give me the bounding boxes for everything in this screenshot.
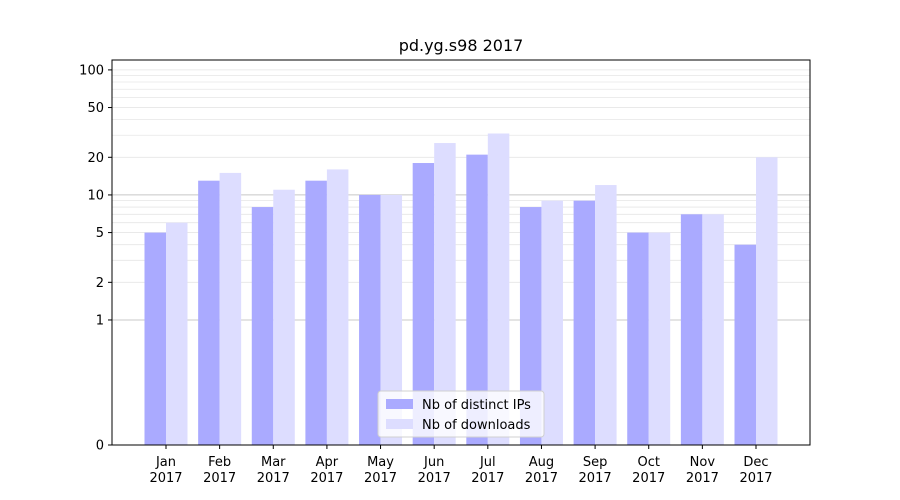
legend: Nb of distinct IPs Nb of downloads xyxy=(377,390,545,438)
y-tick-label: 10 xyxy=(87,188,104,203)
y-axis: 0 1 2 5 10 20 50 100 xyxy=(79,63,112,454)
bar-downloads xyxy=(166,222,188,445)
chart-title: pd.yg.s98 2017 xyxy=(399,36,524,55)
y-tick-label: 0 xyxy=(96,439,104,454)
x-axis: Jan 2017 Feb 2017 Mar 2017 Apr 2017 May 2017 Jun 20… xyxy=(149,445,773,486)
bar-distinct-ips xyxy=(412,163,435,445)
y-tick-label: 20 xyxy=(87,151,104,166)
plot-frame xyxy=(111,59,811,446)
x-tick-label: Apr 2017 xyxy=(310,455,343,486)
bar-distinct-ips xyxy=(466,154,488,446)
bar-downloads xyxy=(487,133,510,445)
bar-distinct-ips xyxy=(734,244,756,445)
x-tick-label: Nov 2017 xyxy=(686,455,719,486)
legend-label: Nb of distinct IPs xyxy=(422,398,531,413)
y-tick-label: 5 xyxy=(96,226,104,241)
bar-distinct-ips xyxy=(680,214,703,445)
bar-downloads xyxy=(648,232,671,445)
bar-downloads xyxy=(541,200,563,445)
bar-downloads xyxy=(756,157,778,445)
y-tick-label: 50 xyxy=(87,101,104,116)
bars xyxy=(144,133,778,446)
bar-distinct-ips xyxy=(251,207,274,445)
x-tick-label: Jan 2017 xyxy=(149,455,182,486)
bar-downloads xyxy=(273,189,295,445)
x-tick-label: Feb 2017 xyxy=(203,455,236,486)
x-tick-label: Mar 2017 xyxy=(257,455,290,486)
x-tick-label: Aug 2017 xyxy=(525,455,558,486)
bar-downloads xyxy=(219,172,242,445)
bar-downloads xyxy=(595,185,617,445)
x-tick-label: Dec 2017 xyxy=(739,455,772,486)
y-tick-label: 1 xyxy=(96,313,104,328)
bar-distinct-ips xyxy=(573,200,596,445)
bar-downloads xyxy=(326,169,349,445)
bar-distinct-ips xyxy=(359,194,381,445)
bar-downloads xyxy=(380,194,403,445)
legend-swatch xyxy=(386,419,413,429)
x-tick-label: Oct 2017 xyxy=(632,455,665,486)
bar-distinct-ips xyxy=(519,207,542,445)
x-tick-label: Sep 2017 xyxy=(579,455,612,486)
x-tick-label: May 2017 xyxy=(364,455,397,486)
legend-swatch xyxy=(386,399,413,409)
x-tick-label: Jun 2017 xyxy=(418,455,451,486)
legend-box xyxy=(377,390,545,438)
bar-distinct-ips xyxy=(144,232,166,445)
legend-label: Nb of downloads xyxy=(422,418,531,433)
bar-distinct-ips xyxy=(305,180,327,445)
bar-distinct-ips xyxy=(627,232,649,445)
x-tick-label: Jul 2017 xyxy=(471,455,504,486)
bar-downloads xyxy=(434,143,456,445)
bar-downloads xyxy=(702,214,724,445)
bar-distinct-ips xyxy=(198,180,220,445)
y-tick-label: 2 xyxy=(96,276,104,291)
y-tick-label: 100 xyxy=(79,63,104,78)
